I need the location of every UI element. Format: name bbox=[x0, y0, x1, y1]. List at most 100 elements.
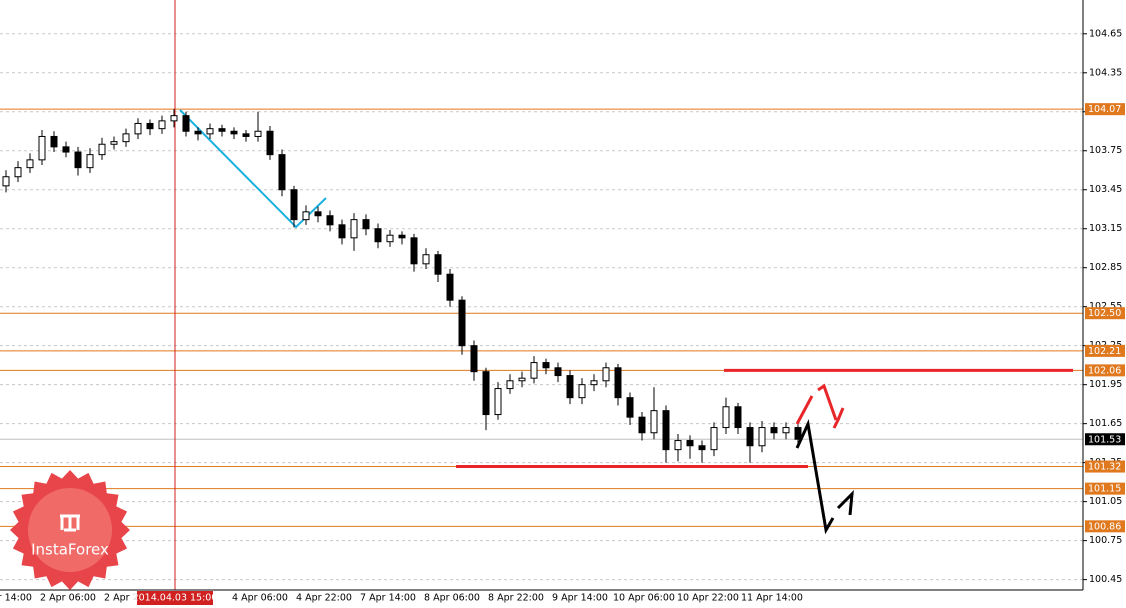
candle-body bbox=[350, 219, 358, 239]
candle-body bbox=[230, 130, 238, 135]
candle-body bbox=[722, 406, 730, 429]
candle-body bbox=[278, 154, 286, 191]
candle-body bbox=[566, 375, 574, 399]
x-tick-label: 7 Apr 14:00 bbox=[360, 593, 416, 604]
candle-body bbox=[218, 128, 226, 132]
candle-body bbox=[434, 254, 442, 275]
level-label-box bbox=[1085, 482, 1125, 495]
y-tick-label: 101.05 bbox=[1089, 496, 1122, 507]
candle-body bbox=[242, 133, 250, 137]
candle-body bbox=[122, 133, 130, 143]
levels bbox=[0, 108, 1083, 527]
candle-body bbox=[506, 380, 514, 390]
candle-body bbox=[314, 211, 322, 217]
candle-body bbox=[494, 388, 502, 416]
price-label: 101.53 bbox=[1088, 434, 1121, 445]
candle-body bbox=[482, 371, 490, 416]
candle-body bbox=[698, 445, 706, 451]
candle-body bbox=[362, 219, 370, 230]
candle-body bbox=[614, 367, 622, 399]
y-tick-label: 101.65 bbox=[1089, 418, 1122, 429]
candle-body bbox=[530, 362, 538, 379]
candle-body bbox=[86, 154, 94, 169]
x-tick-label: 1 Apr 14:00 bbox=[0, 593, 32, 604]
candle-body bbox=[158, 120, 166, 130]
candle-body bbox=[98, 143, 106, 156]
candle-body bbox=[26, 159, 34, 169]
axis-labels: 104.65104.35104.05103.75103.45103.15102.… bbox=[0, 28, 1125, 605]
forecast-arrow-head bbox=[836, 489, 854, 516]
candle-body bbox=[194, 130, 202, 135]
candle-body bbox=[170, 115, 178, 122]
alt-arrow bbox=[795, 395, 814, 425]
y-tick-label: 101.95 bbox=[1089, 379, 1122, 390]
level-label: 102.50 bbox=[1088, 308, 1121, 319]
level-label: 104.07 bbox=[1088, 104, 1121, 115]
level-label-box bbox=[1085, 307, 1125, 320]
candle-body bbox=[746, 427, 754, 447]
y-tick-label: 104.65 bbox=[1089, 28, 1122, 39]
y-tick-label: 102.85 bbox=[1089, 262, 1122, 273]
level-label: 101.15 bbox=[1088, 484, 1121, 495]
level-label-box bbox=[1085, 103, 1125, 116]
candle-body bbox=[110, 141, 118, 145]
candles bbox=[2, 109, 802, 463]
y-tick-label: 103.15 bbox=[1089, 223, 1122, 234]
level-label: 101.32 bbox=[1088, 462, 1121, 473]
candle-body bbox=[2, 176, 10, 187]
cursor-label-box bbox=[137, 591, 213, 605]
candle-body bbox=[674, 440, 682, 451]
price-label-box bbox=[1085, 433, 1125, 446]
y-tick-label: 100.45 bbox=[1089, 574, 1122, 585]
candle-body bbox=[458, 299, 466, 347]
candle-body bbox=[578, 384, 586, 399]
candle-body bbox=[518, 377, 526, 382]
y-tick-label: 103.45 bbox=[1089, 184, 1122, 195]
candle-body bbox=[338, 224, 346, 239]
candle-body bbox=[266, 130, 274, 156]
candle-body bbox=[38, 135, 46, 161]
candle-body bbox=[554, 367, 562, 377]
forecast-arrow-down bbox=[795, 418, 835, 535]
candle-body bbox=[422, 254, 430, 265]
level-label-box bbox=[1085, 460, 1125, 473]
candle-body bbox=[386, 234, 394, 243]
candle-body bbox=[398, 234, 406, 239]
candle-body bbox=[50, 135, 58, 148]
candle-body bbox=[74, 151, 82, 169]
candle-body bbox=[758, 427, 766, 447]
y-tick-label: 103.75 bbox=[1089, 145, 1122, 156]
alt-arrow bbox=[817, 383, 838, 421]
level-label-box bbox=[1085, 344, 1125, 357]
x-tick-label: 8 Apr 22:00 bbox=[488, 593, 544, 604]
candle-body bbox=[146, 122, 154, 130]
level-label: 102.21 bbox=[1088, 346, 1121, 357]
candle-body bbox=[626, 397, 634, 418]
x-tick-label: 8 Apr 06:00 bbox=[424, 593, 480, 604]
candle-body bbox=[794, 427, 802, 440]
candle-body bbox=[446, 273, 454, 301]
level-label: 102.06 bbox=[1088, 365, 1121, 376]
x-tick-label: 11 Apr 14:00 bbox=[741, 593, 803, 604]
candle-body bbox=[470, 345, 478, 373]
candle-body bbox=[182, 115, 190, 132]
candle-body bbox=[734, 406, 742, 429]
level-label-box bbox=[1085, 520, 1125, 533]
cursor-label: 2014.04.03 15:00 bbox=[133, 593, 218, 604]
y-tick-label: 104.35 bbox=[1089, 67, 1122, 78]
candle-body bbox=[590, 380, 598, 386]
logo-text: InstaForex bbox=[31, 541, 109, 559]
candle-body bbox=[14, 167, 22, 178]
x-tick-label: 10 Apr 22:00 bbox=[677, 593, 739, 604]
candle-body bbox=[302, 211, 310, 221]
trend-drawing bbox=[179, 109, 327, 229]
level-label-box bbox=[1085, 364, 1125, 377]
candle-body bbox=[206, 128, 214, 135]
x-tick-label: 2 Apr 06:00 bbox=[40, 593, 96, 604]
x-tick-label: 2 Apr 22:00 bbox=[104, 593, 160, 604]
x-tick-label: 9 Apr 14:00 bbox=[552, 593, 608, 604]
candle-body bbox=[542, 362, 550, 369]
candle-body bbox=[374, 228, 382, 243]
